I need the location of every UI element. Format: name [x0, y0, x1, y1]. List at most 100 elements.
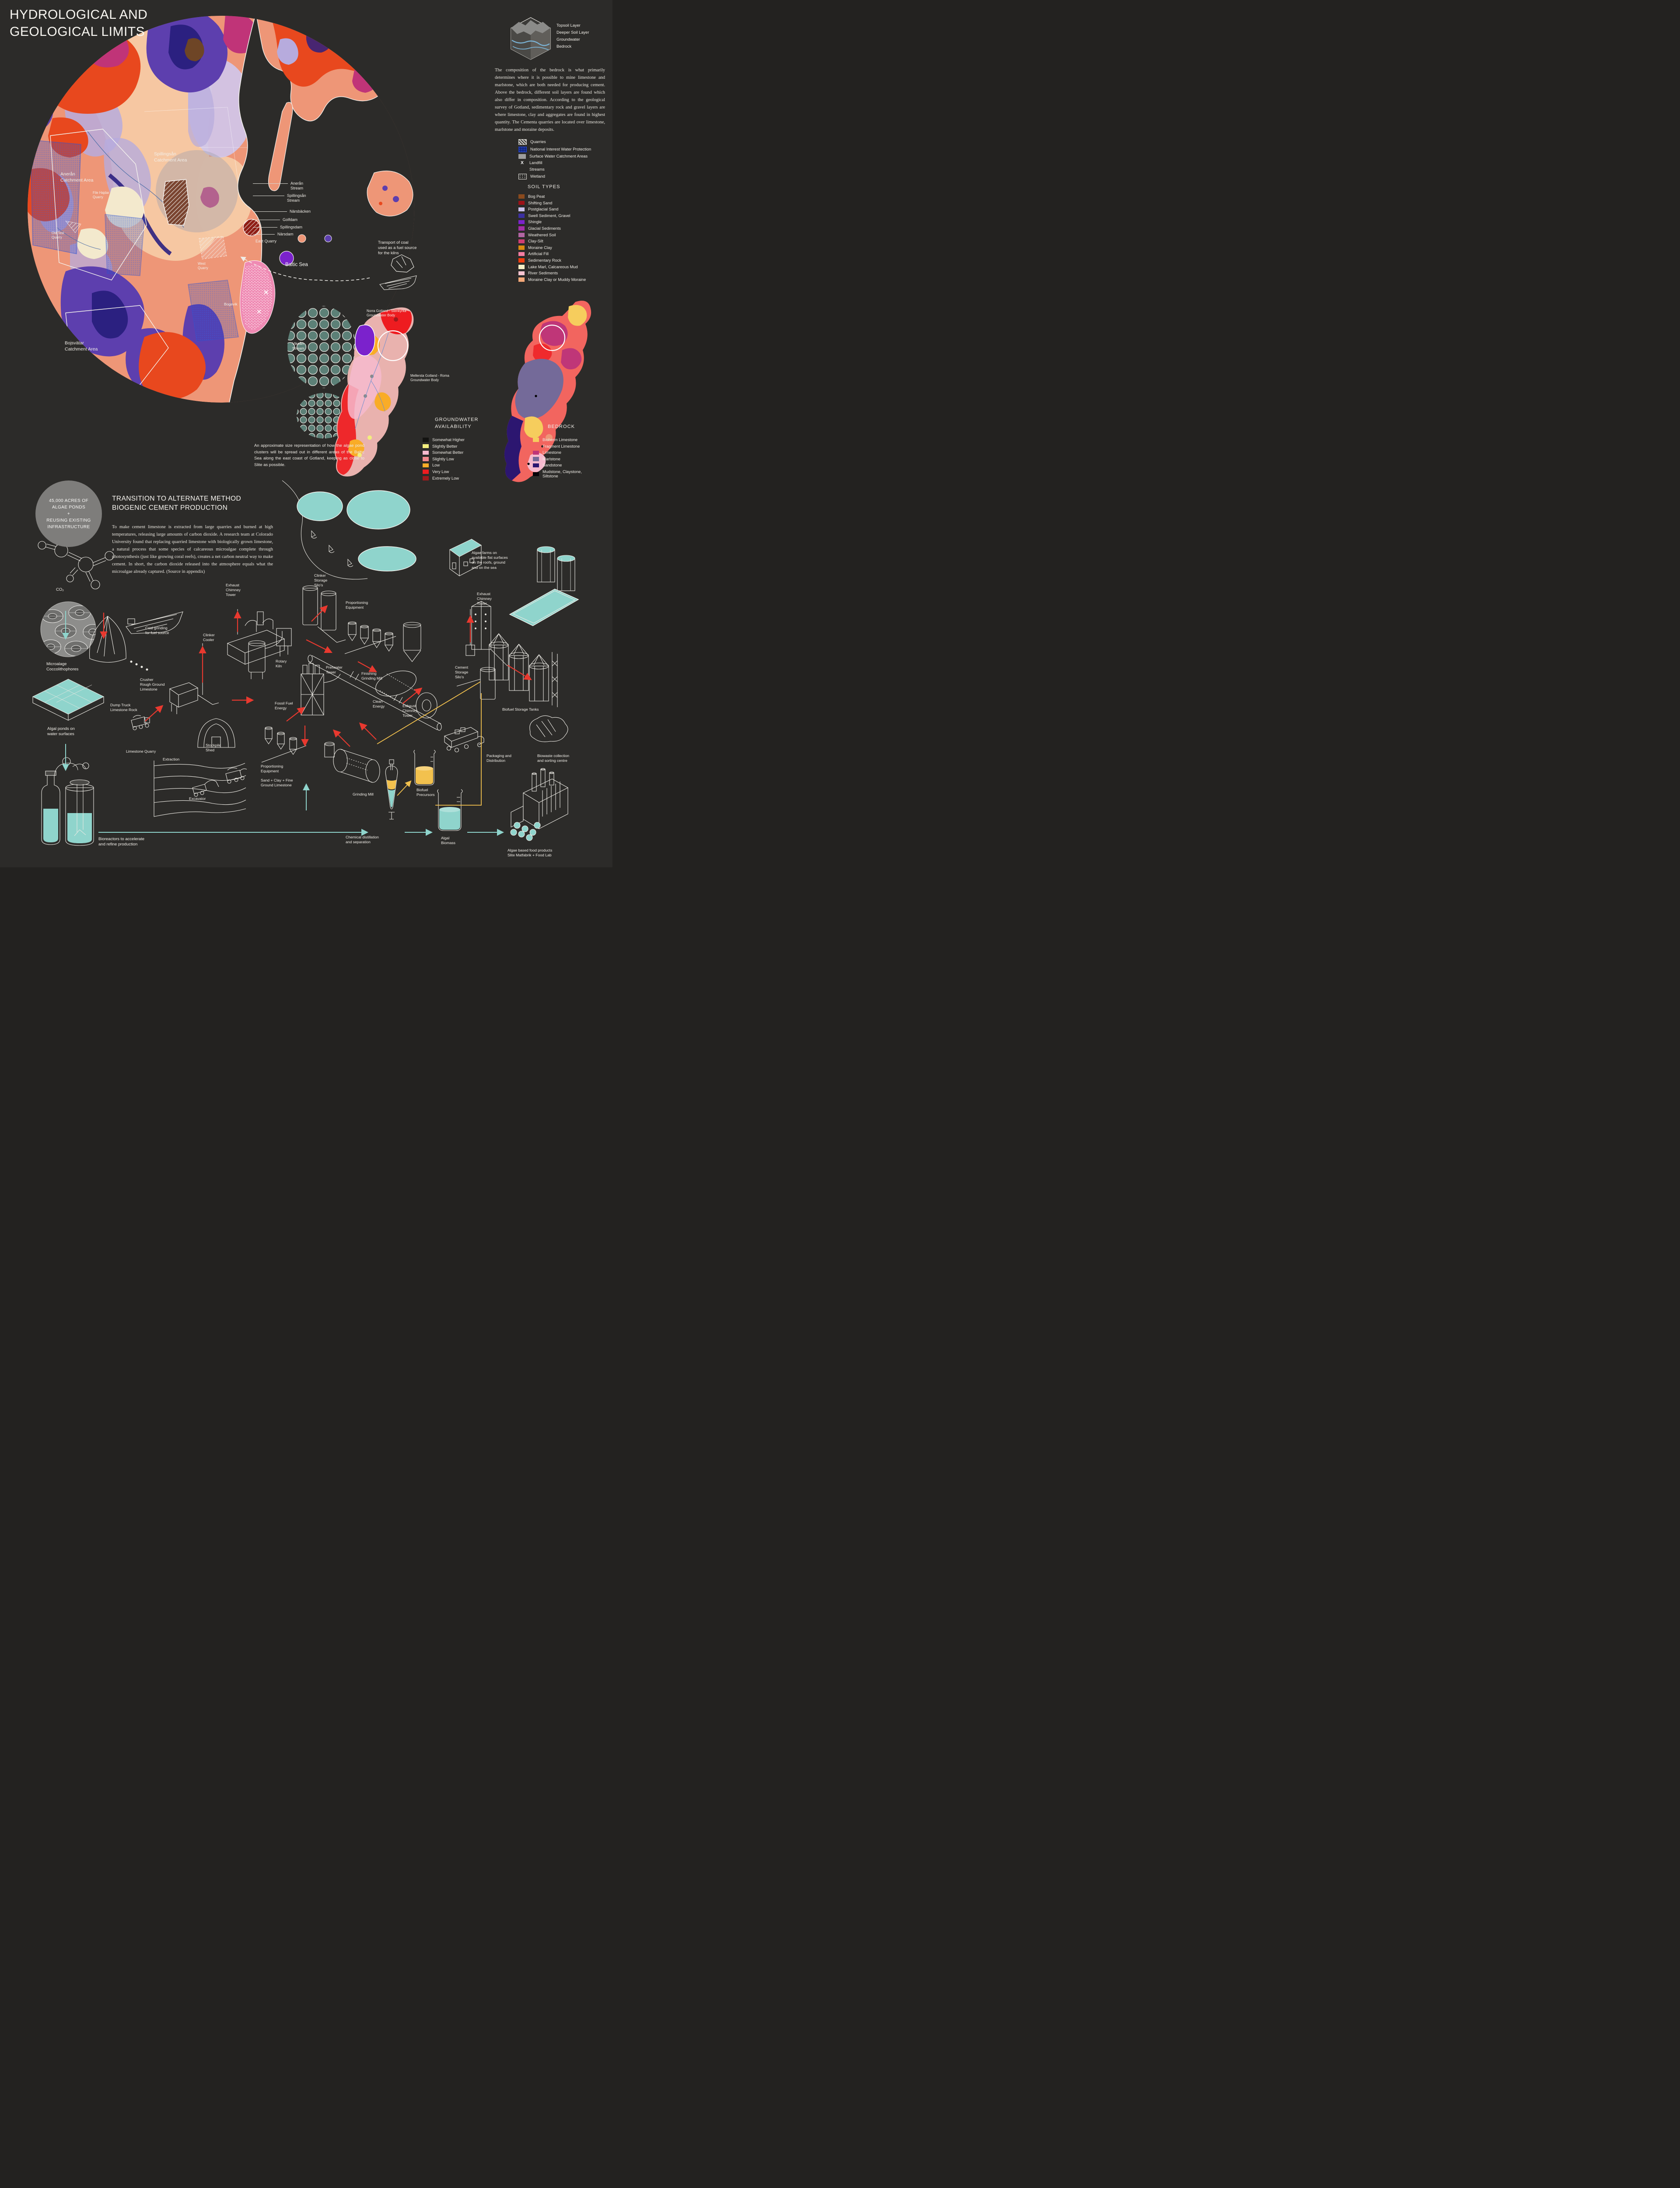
- page-title: HYDROLOGICAL AND GEOLOGICAL LIMITS: [10, 7, 148, 39]
- soil-profile-label: Groundwater: [556, 37, 580, 42]
- label-exhaust-2: Exhaust Chimney Tower: [477, 592, 492, 606]
- algae-roof-building-icon: [449, 539, 482, 577]
- stream-callout-row: Spillingsdam: [253, 225, 327, 230]
- coal-note: Transport of coal used as a fuel source …: [378, 240, 417, 256]
- groundwater-swatch: [423, 450, 429, 455]
- teal-arrows: [62, 611, 504, 836]
- groundwater-title: GROUNDWATER AVAILABILITY: [435, 417, 479, 429]
- coal-pile-icon: [89, 616, 148, 671]
- groundwater-row: Very Low: [423, 470, 497, 474]
- quarry-terraces-icon: [154, 761, 246, 817]
- poster: HYDROLOGICAL AND GEOLOGICAL LIMITS Topso…: [0, 0, 612, 867]
- map-label-old-test: Old Test Quarry: [52, 231, 64, 240]
- soil-profile-labels: Topsoil Layer Deeper Soil Layer Groundwate…: [556, 23, 589, 51]
- leader-line: [253, 227, 277, 228]
- soil-type-swatch: [518, 245, 525, 250]
- coccolithophore-icon: [40, 601, 96, 657]
- flat-pond-icon: [509, 589, 579, 626]
- soil-type-row: Weathered Soil: [518, 233, 612, 237]
- bedrock-swatch: [533, 438, 539, 442]
- ship-icon: [126, 611, 183, 634]
- island-bedrock: [504, 301, 592, 482]
- map-legend-swatch: [518, 139, 527, 145]
- stream-label: East Quarry: [256, 239, 277, 243]
- soil-type-label: Lake Marl, Calcareous Mud: [528, 264, 578, 269]
- bedrock-row: Fragment Limestone: [533, 444, 607, 449]
- label-rotary-kiln: Rotary Kiln: [276, 659, 287, 669]
- biomass-beaker-icon: [437, 789, 463, 831]
- process-diagram-lineart: [32, 480, 579, 846]
- bedrock-row: Limestone: [533, 450, 607, 455]
- bedrock-paragraph: The composition of the bedrock is what p…: [495, 68, 605, 132]
- bedrock-swatch: [533, 450, 539, 455]
- groundwater-label: Somewhat Higher: [432, 438, 465, 442]
- groundwater-swatch: [423, 463, 429, 468]
- soil-type-swatch: [518, 226, 525, 231]
- soil-type-label: Sedimentary Rock: [528, 258, 561, 263]
- soil-type-label: Clay-Silt: [528, 239, 543, 244]
- label-dump-truck: Dump Truck Limestone Rock: [110, 703, 137, 712]
- algae-note: An approximate size representation of ho…: [254, 443, 364, 468]
- bedrock-legend: Bioherm Limestone Fragment Limestone Lim…: [533, 438, 607, 480]
- groundwater-row: Slightly Better: [423, 444, 497, 449]
- soil-type-label: Shingle: [528, 220, 542, 224]
- groundwater-row: Somewhat Higher: [423, 438, 497, 442]
- stream-label: Spillingsdam: [280, 224, 303, 229]
- label-microalgae: Microalage Coccolithophores: [46, 662, 79, 672]
- map-legend-label: Quarries: [530, 140, 546, 144]
- soil-type-row: Swell Sediment, Gravel: [518, 214, 612, 218]
- groundwater-swatch: [423, 476, 429, 480]
- label-proportioning-1: Proportioning Equipment: [346, 600, 368, 610]
- bioreactor-icon: [41, 757, 94, 846]
- stream-label: Närsbäcken: [290, 209, 311, 214]
- groundwater-row: Somewhat Better: [423, 450, 497, 455]
- proportioning-1-icon: [344, 621, 421, 662]
- soil-types-legend: Bog Peat Shifting Sand Postglacial Sand …: [518, 194, 612, 284]
- grinding-mill-icon: [324, 742, 380, 783]
- geological-map: [28, 16, 414, 403]
- label-grinding-mill: Grinding Mill: [353, 792, 374, 796]
- map-legend-label: National Interest Water Protection: [530, 147, 592, 152]
- red-arrows: [100, 605, 532, 747]
- label-chem-distillation: Chemical distillation and separation: [346, 835, 379, 845]
- biowaste-pile-icon: [529, 715, 568, 742]
- packaging-truck-icon: [444, 727, 484, 753]
- map-legend-swatch: [518, 167, 526, 172]
- bedrock-row: Bioherm Limestone: [533, 438, 607, 442]
- coal-ship-icon: [379, 254, 417, 290]
- bedrock-row: Sandstone: [533, 463, 607, 467]
- soil-type-swatch: [518, 239, 525, 244]
- island-label-norra: Norra Gotland - Stenkyrka Groundwater Bo…: [367, 309, 406, 318]
- soil-type-swatch: [518, 233, 525, 237]
- groundwater-row: Extremely Low: [423, 476, 497, 480]
- map-legend-row: National Interest Water Protection: [518, 147, 610, 152]
- slite-ring-annotation: [377, 330, 409, 361]
- map-legend-row: Surface Water Catchment Areas: [518, 154, 610, 159]
- label-exhaust-3: Exhaust Chimney Tower: [402, 704, 417, 718]
- algae-tanks-icon: [537, 546, 575, 591]
- groundwater-label: Very Low: [432, 470, 449, 474]
- transition-heading: TRANSITION TO ALTERNATE METHOD BIOGENIC …: [112, 495, 242, 512]
- island-groundwater: [334, 307, 414, 477]
- map-label-aneran-catchment: Anerån Catchment Area: [60, 172, 94, 183]
- leader-line: [253, 211, 287, 212]
- stream-callout-row: Närsdam: [253, 232, 327, 237]
- old-test-quarry-area: [65, 221, 81, 233]
- dump-truck-icon: [131, 715, 150, 730]
- soil-type-swatch: [518, 271, 525, 276]
- label-bioreactors: Bioreactors to accelerate and refine pro…: [98, 837, 145, 847]
- soil-type-label: Postglacial Sand: [528, 207, 559, 212]
- map-legend: Quarries National Interest Water Protect…: [518, 139, 610, 181]
- rotary-kiln-icon: [308, 655, 442, 731]
- soil-type-label: Bog Peat: [528, 194, 545, 199]
- soil-type-swatch: [518, 200, 525, 205]
- stream-label: Spillingsån Stream: [287, 193, 306, 203]
- groundwater-row: Slightly Low: [423, 457, 497, 461]
- soil-type-label: Swell Sediment, Gravel: [528, 213, 570, 218]
- stream-label: Närsdam: [277, 231, 294, 236]
- soil-types-title: SOIL TYPES: [528, 184, 560, 189]
- soil-type-row: Clay-Silt: [518, 239, 612, 243]
- clinker-cooler-icon: [227, 611, 285, 665]
- label-preheater: Preheater Tower: [326, 665, 343, 675]
- cement-storage-icon: [456, 601, 508, 700]
